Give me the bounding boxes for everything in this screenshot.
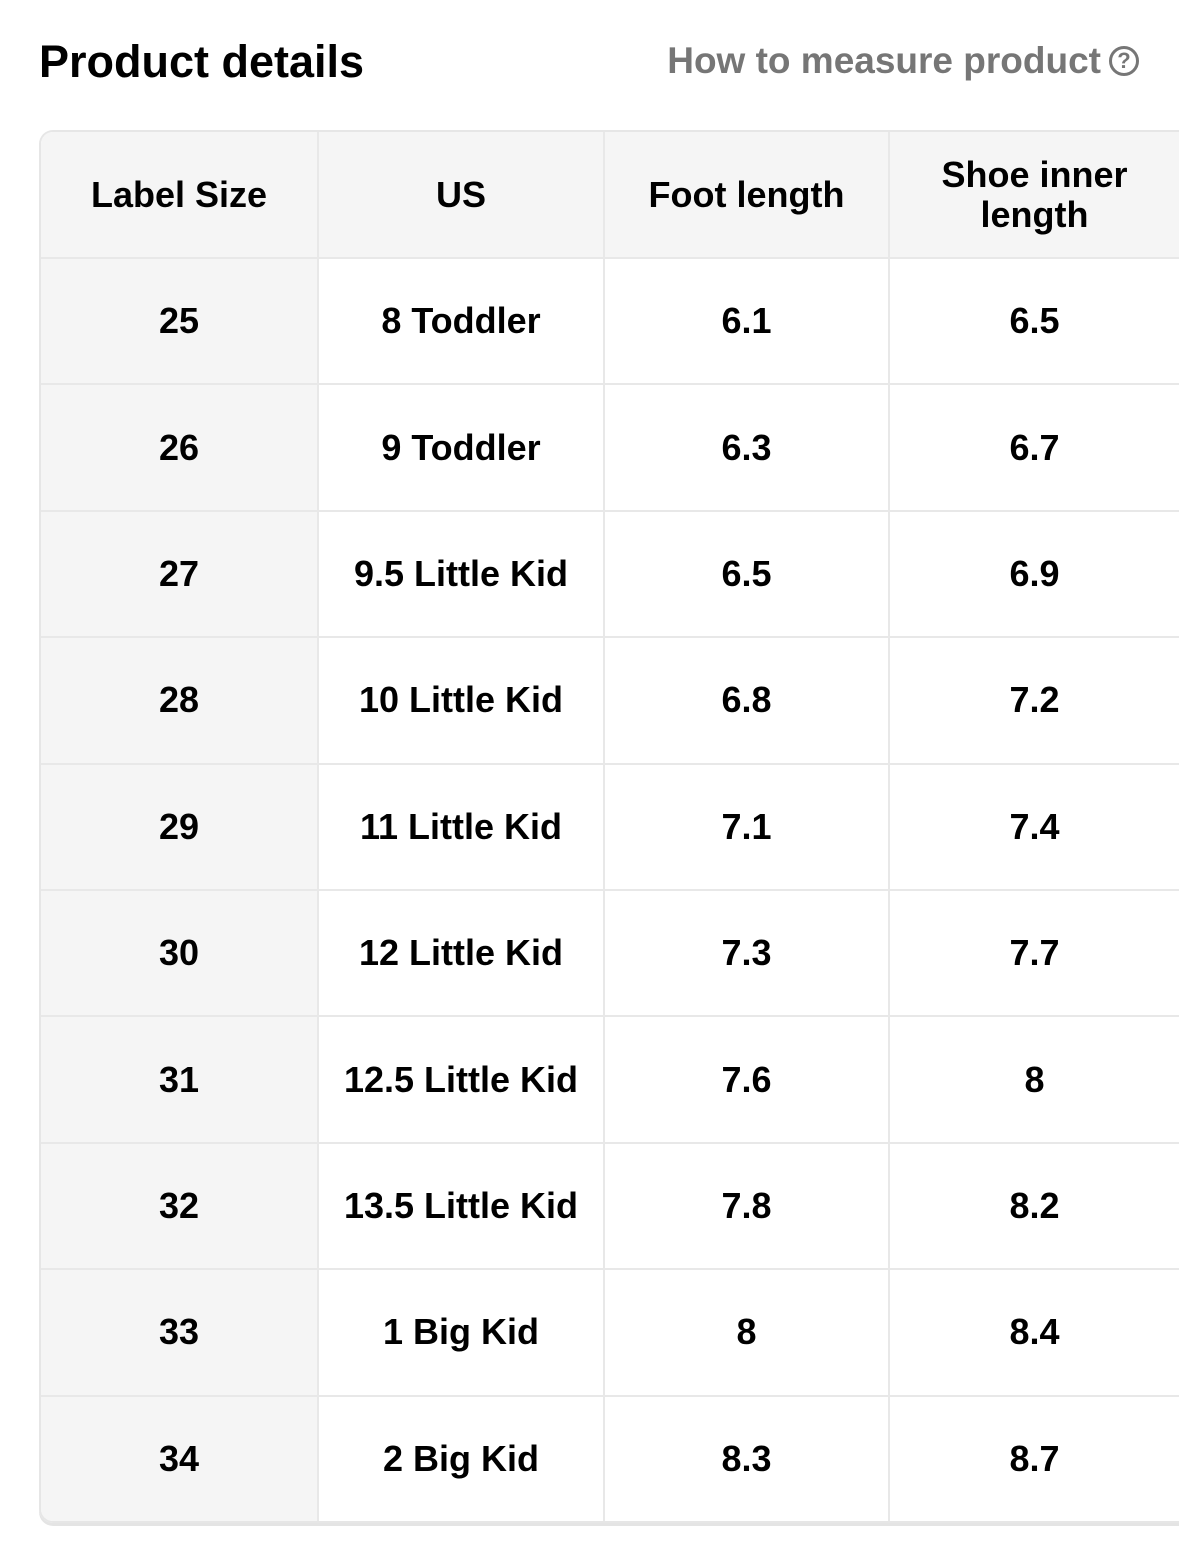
column-header: Shoe inner length xyxy=(889,132,1179,259)
table-cell: 28 xyxy=(41,637,319,765)
table-row: 33 1 Big Kid 8 8.4 xyxy=(41,1269,1179,1397)
table-cell: 2 Big Kid xyxy=(318,1395,605,1521)
table-cell: 27 xyxy=(41,510,319,639)
table-row: 29 11 Little Kid 7.1 7.4 xyxy=(41,763,1179,891)
table-cell: 6.5 xyxy=(604,510,890,639)
table-cell: 13.5 Little Kid xyxy=(318,1142,605,1271)
table-cell: 9.5 Little Kid xyxy=(318,510,605,639)
table-header-row: Label Size US Foot length Shoe inner length xyxy=(41,132,1179,259)
table-cell: 31 xyxy=(41,1016,319,1144)
column-header: Label Size xyxy=(41,132,319,259)
table-row: 31 12.5 Little Kid 7.6 8 xyxy=(41,1016,1179,1144)
table-cell: 10 Little Kid xyxy=(318,637,605,765)
table-cell: 8 xyxy=(604,1269,890,1397)
table-cell: 7.4 xyxy=(889,763,1179,891)
table-cell: 8.7 xyxy=(1009,1437,1060,1479)
size-table: Label Size US Foot length Shoe inner length… xyxy=(39,130,1179,1523)
table-cell: 30 xyxy=(41,889,319,1018)
table-cell: 6.9 xyxy=(889,510,1179,639)
table-cell: 8 Toddler xyxy=(318,258,605,386)
column-header: US xyxy=(318,132,605,259)
table-cell: 29 xyxy=(41,763,319,891)
table-cell: 33 xyxy=(41,1269,319,1397)
table-cell: 6.1 xyxy=(604,258,890,386)
table-row: 25 8 Toddler 6.1 6.5 xyxy=(41,258,1179,386)
table-row: 26 9 Toddler 6.3 6.7 xyxy=(41,384,1179,512)
table-cell: 8.2 xyxy=(889,1142,1179,1271)
table-cell: 1 Big Kid xyxy=(318,1269,605,1397)
table-cell: 26 xyxy=(41,384,319,512)
table-row: 34 2 Big Kid 8.3 8.7 xyxy=(41,1395,1179,1521)
table-cell: 32 xyxy=(41,1142,319,1271)
table-cell: 7.3 xyxy=(604,889,890,1018)
table-cell: 6.8 xyxy=(604,637,890,765)
table-cell: 8.4 xyxy=(889,1269,1179,1397)
table-cell: 7.6 xyxy=(604,1016,890,1144)
table-row: 32 13.5 Little Kid 7.8 8.2 xyxy=(41,1142,1179,1271)
table-row: 28 10 Little Kid 6.8 7.2 xyxy=(41,637,1179,765)
table-cell: 6.7 xyxy=(889,384,1179,512)
table-cell: 25 xyxy=(41,258,319,386)
table-cell: 7.7 xyxy=(889,889,1179,1018)
table-cell: 7.2 xyxy=(889,637,1179,765)
page-title: Product details xyxy=(39,36,365,87)
table-cell: 7.1 xyxy=(604,763,890,891)
table-cell: 34 xyxy=(41,1395,319,1521)
table-cell: 12 Little Kid xyxy=(318,889,605,1018)
table-row: 30 12 Little Kid 7.3 7.7 xyxy=(41,889,1179,1018)
table-cell: 8.3 xyxy=(604,1395,890,1521)
table-cell: 9 Toddler xyxy=(318,384,605,512)
how-to-measure-label: How to measure product xyxy=(667,40,1101,81)
table-cell: 6.3 xyxy=(604,384,890,512)
column-header: Foot length xyxy=(604,132,890,259)
how-to-measure-link[interactable]: How to measure product ? xyxy=(667,38,1139,84)
table-cell: 11 Little Kid xyxy=(318,763,605,891)
table-cell: 7.8 xyxy=(604,1142,890,1271)
table-cell: 12.5 Little Kid xyxy=(318,1016,605,1144)
table-row: 27 9.5 Little Kid 6.5 6.9 xyxy=(41,510,1179,639)
table-cell: 8 xyxy=(889,1016,1179,1144)
question-circle-icon[interactable]: ? xyxy=(1109,46,1139,76)
table-cell: 6.5 xyxy=(889,258,1179,386)
